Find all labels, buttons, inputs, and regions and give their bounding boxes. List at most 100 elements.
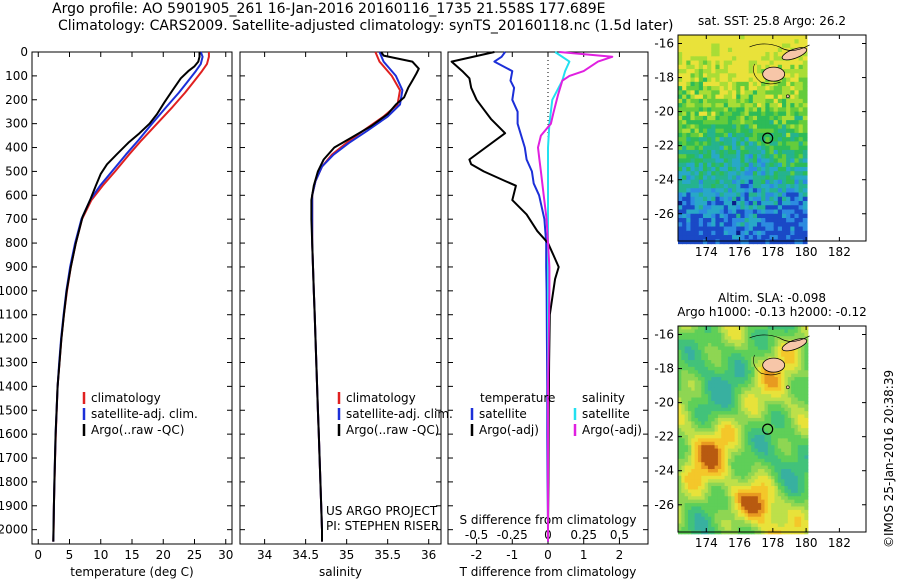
map-cell bbox=[678, 445, 682, 450]
map-cell bbox=[741, 489, 746, 494]
map-cell bbox=[747, 407, 752, 412]
map-cell bbox=[732, 73, 737, 79]
map-cell bbox=[715, 145, 721, 151]
map-cell bbox=[744, 431, 749, 436]
map-cell bbox=[771, 383, 776, 388]
map-cell bbox=[694, 394, 699, 399]
map-cell bbox=[797, 404, 802, 409]
map-cell bbox=[686, 111, 692, 117]
map-cell bbox=[784, 503, 789, 508]
map-cell bbox=[801, 394, 806, 399]
map-cell bbox=[757, 226, 762, 232]
map-cell bbox=[747, 445, 752, 450]
map-cell bbox=[787, 394, 792, 399]
map-cell bbox=[678, 192, 683, 198]
y-tick-label: 200 bbox=[5, 93, 28, 107]
map-cell bbox=[719, 103, 725, 108]
map-cell bbox=[764, 496, 769, 501]
map-cell bbox=[737, 434, 742, 439]
map-cell bbox=[801, 489, 806, 494]
map-cell bbox=[690, 132, 696, 138]
map-cell bbox=[744, 81, 750, 87]
map-cell bbox=[737, 482, 742, 487]
map-cell bbox=[744, 98, 750, 104]
map-cell bbox=[684, 499, 689, 504]
map-cell bbox=[777, 339, 782, 344]
map-cell bbox=[787, 377, 792, 382]
map-cell bbox=[724, 465, 729, 470]
map-cell bbox=[697, 496, 702, 501]
map-cell bbox=[682, 81, 687, 87]
map-cell bbox=[711, 465, 716, 470]
map-cell bbox=[732, 98, 737, 104]
map-cell bbox=[737, 520, 742, 525]
map-cell bbox=[781, 469, 786, 474]
map-cell bbox=[681, 414, 686, 419]
map-cell bbox=[798, 98, 804, 104]
map-cell bbox=[794, 513, 799, 518]
map-cell bbox=[767, 486, 772, 491]
map-cell bbox=[802, 196, 808, 202]
map-cell bbox=[731, 441, 736, 446]
map-cell bbox=[777, 141, 783, 147]
map-cell bbox=[748, 230, 754, 236]
map-cell bbox=[737, 353, 742, 358]
map-cell bbox=[697, 411, 702, 416]
map-cell bbox=[767, 373, 772, 378]
map-cell bbox=[707, 60, 712, 66]
map-cell bbox=[694, 486, 699, 491]
map-cell bbox=[784, 370, 789, 375]
map-cell bbox=[734, 424, 739, 429]
map-cell bbox=[715, 128, 721, 134]
map-cell bbox=[741, 516, 746, 521]
map-cell bbox=[791, 516, 796, 521]
map-cell bbox=[707, 360, 712, 365]
map-cell bbox=[797, 520, 802, 525]
map-cell bbox=[794, 400, 799, 405]
map-cell bbox=[773, 47, 779, 53]
map-cell bbox=[707, 213, 712, 219]
map-cell bbox=[791, 373, 796, 378]
map-cell bbox=[687, 353, 692, 358]
map-cell bbox=[804, 472, 809, 477]
map-cell bbox=[724, 438, 729, 443]
map-cell bbox=[723, 69, 729, 74]
map-cell bbox=[765, 158, 771, 164]
map-cell bbox=[801, 492, 806, 497]
map-cell bbox=[690, 60, 696, 66]
map-cell bbox=[798, 94, 804, 100]
map-cell bbox=[707, 390, 712, 395]
map-cell bbox=[694, 230, 700, 236]
map-cell bbox=[741, 509, 746, 514]
map-cell bbox=[773, 103, 779, 108]
map-cell bbox=[701, 445, 706, 450]
map-cell bbox=[721, 516, 726, 521]
map-cell bbox=[751, 414, 756, 419]
map-cell bbox=[704, 469, 709, 474]
map-cell bbox=[731, 329, 736, 334]
map-cell bbox=[764, 509, 769, 514]
map-cell bbox=[732, 162, 737, 168]
map-cell bbox=[781, 373, 786, 378]
map-cell bbox=[682, 35, 687, 40]
map-cell bbox=[752, 205, 758, 211]
map-cell bbox=[740, 166, 746, 172]
map-cell bbox=[784, 326, 789, 330]
map-cell bbox=[698, 98, 704, 104]
map-cell bbox=[740, 158, 746, 164]
map-cell bbox=[740, 43, 746, 49]
map-cell bbox=[694, 226, 700, 232]
map-cell bbox=[773, 120, 779, 125]
map-cell bbox=[732, 35, 737, 40]
map-cell bbox=[786, 154, 791, 160]
map-cell bbox=[787, 373, 792, 378]
map-cell bbox=[698, 239, 704, 245]
map-cell bbox=[781, 339, 786, 344]
map-cell bbox=[777, 475, 782, 480]
map-cell bbox=[682, 218, 687, 223]
map-cell bbox=[781, 179, 787, 185]
map-cell bbox=[707, 496, 712, 501]
island-viti-levu bbox=[762, 66, 786, 82]
map-cell bbox=[727, 94, 733, 100]
map-cell bbox=[748, 162, 754, 168]
